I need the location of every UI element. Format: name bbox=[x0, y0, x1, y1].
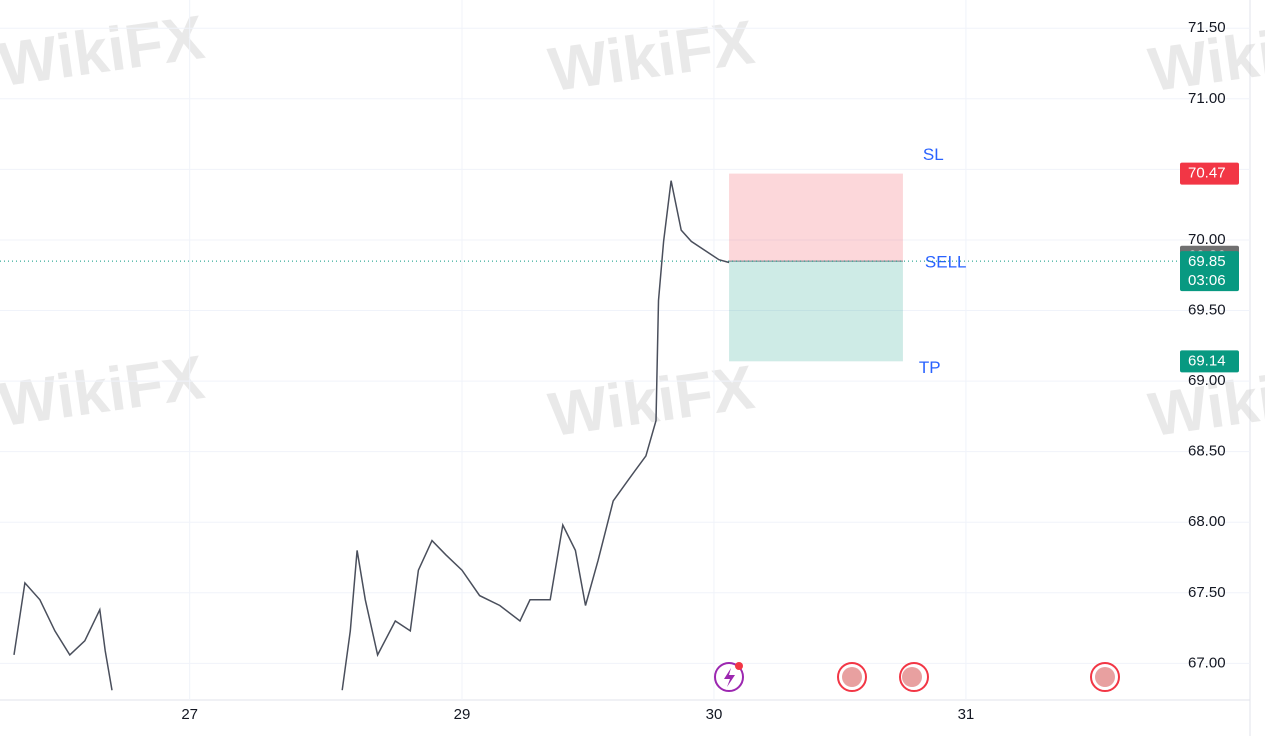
price-tag bbox=[1180, 162, 1239, 185]
price-tag-label: 69.85 bbox=[1188, 253, 1226, 270]
price-line bbox=[13, 180, 730, 691]
event-icon-glyph bbox=[724, 668, 735, 687]
y-tick-label: 70.00 bbox=[1188, 231, 1226, 248]
position-label: SELL bbox=[925, 253, 967, 272]
target-zone bbox=[729, 261, 903, 362]
y-tick-label: 67.00 bbox=[1188, 654, 1226, 671]
grid bbox=[0, 0, 1250, 700]
price-tag bbox=[1180, 350, 1239, 373]
x-tick-label: 31 bbox=[958, 706, 975, 723]
y-tick-label: 69.00 bbox=[1188, 372, 1226, 389]
price-tag-label: 69.14 bbox=[1188, 352, 1226, 369]
event-icons bbox=[714, 662, 1120, 692]
countdown: 03:06 bbox=[1188, 272, 1226, 289]
x-tick-label: 27 bbox=[181, 706, 198, 723]
y-tick-label: 71.50 bbox=[1188, 19, 1226, 36]
price-tag bbox=[1180, 251, 1239, 292]
axes: 67.0067.5068.0068.5069.0069.5070.0070.50… bbox=[181, 19, 1239, 723]
y-tick-label: 68.50 bbox=[1188, 443, 1226, 460]
stop-zone bbox=[729, 173, 903, 262]
y-tick-label: 69.50 bbox=[1188, 301, 1226, 318]
us-flag bbox=[1095, 667, 1115, 687]
y-tick-label: 68.00 bbox=[1188, 513, 1226, 530]
y-tick-label: 67.50 bbox=[1188, 584, 1226, 601]
y-tick-label: 71.00 bbox=[1188, 90, 1226, 107]
position-tool: SL SELL TP bbox=[729, 145, 967, 377]
x-tick-label: 29 bbox=[454, 706, 471, 723]
event-dot bbox=[735, 662, 743, 670]
target-label: TP bbox=[919, 358, 941, 377]
us-flag bbox=[902, 667, 922, 687]
us-flag bbox=[842, 667, 862, 687]
x-tick-label: 30 bbox=[706, 706, 723, 723]
plot bbox=[0, 180, 1180, 691]
price-tag-label: 70.47 bbox=[1188, 165, 1226, 182]
stop-label: SL bbox=[923, 145, 944, 164]
